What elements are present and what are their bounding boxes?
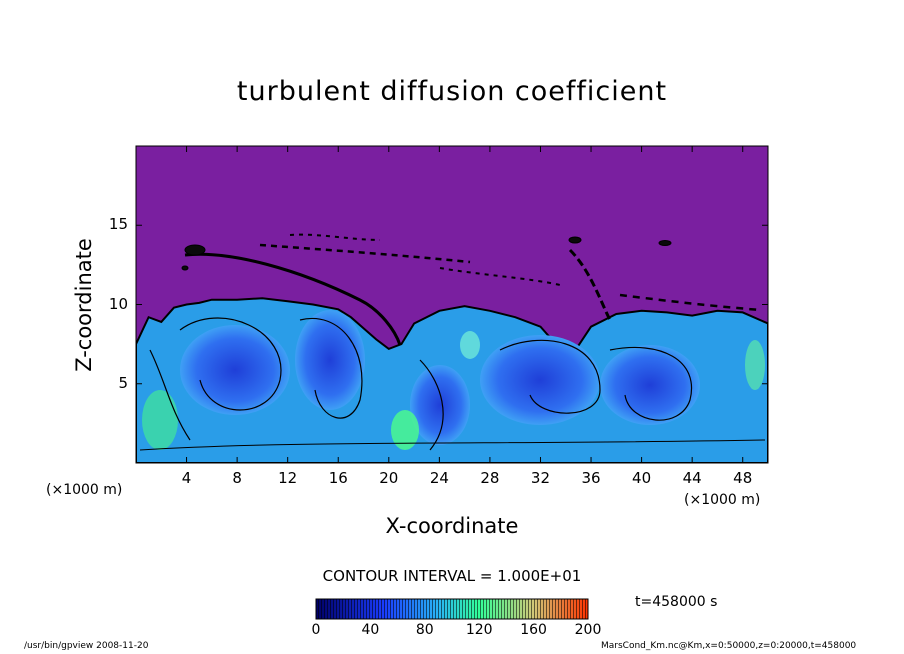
colorbar-frame — [315, 598, 589, 620]
colorbar-tick-label: 120 — [465, 622, 493, 638]
x-axis-label: X-coordinate — [385, 514, 519, 538]
colorbar-tick-label: 0 — [311, 622, 321, 638]
x-tick-label: 28 — [480, 469, 500, 487]
x-unit-label-right: (×1000 m) — [684, 492, 761, 508]
contour-interval: CONTOUR INTERVAL = 1.000E+01 — [322, 567, 582, 585]
footer-right: MarsCond_Km.nc@Km,x=0:50000,z=0:20000,t=… — [601, 641, 857, 651]
x-tick-label: 48 — [733, 469, 753, 487]
footer-left: /usr/bin/gpview 2008-11-20 — [24, 641, 149, 651]
y-tick-label: 5 — [118, 373, 128, 392]
x-tick-label: 12 — [278, 469, 298, 487]
x-tick-label: 16 — [328, 469, 348, 487]
y-axis-label: Z-coordinate — [72, 238, 96, 372]
time-label: t=458000 s — [635, 594, 718, 610]
colorbar-tick-label: 160 — [520, 622, 547, 638]
x-tick-label: 4 — [181, 469, 192, 487]
y-tick-label: 10 — [108, 294, 128, 313]
colorbar-tick-label: 40 — [361, 622, 380, 638]
tick-marks — [136, 146, 768, 463]
x-tick-label: 40 — [632, 469, 652, 487]
x-tick-label: 8 — [232, 469, 242, 487]
y-tick-label: 15 — [108, 215, 128, 234]
eddy-features — [139, 310, 766, 451]
x-unit-label-left: (×1000 m) — [46, 482, 123, 498]
x-tick-label: 20 — [379, 469, 399, 487]
x-tick-label: 44 — [682, 469, 702, 487]
colorbar-tick-label: 80 — [415, 622, 434, 638]
chart-title: turbulent diffusion coefficient — [236, 76, 668, 107]
upper-filaments — [181, 233, 761, 346]
x-tick-label: 36 — [581, 469, 601, 487]
x-tick-label: 24 — [429, 469, 449, 487]
colorbar-tick-label: 200 — [574, 622, 602, 638]
x-tick-label: 32 — [530, 469, 551, 487]
colorbar-stripes — [316, 599, 588, 619]
